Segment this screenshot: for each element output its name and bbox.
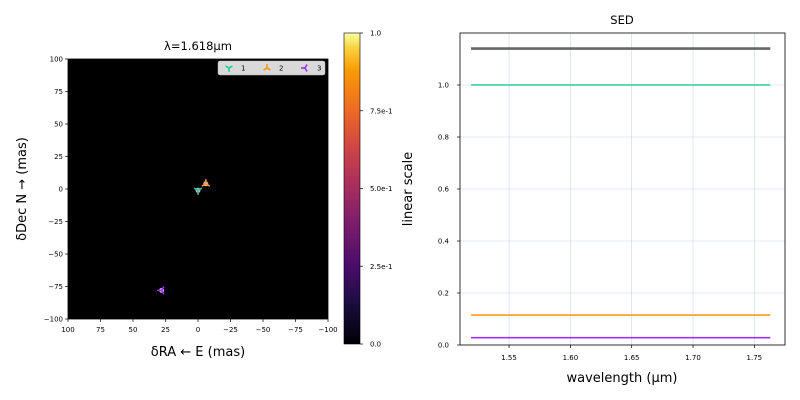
image-x-tick-label: −100 <box>318 326 337 334</box>
sed-y-tick-label: 1.0 <box>438 82 449 90</box>
legend-box <box>217 60 326 76</box>
legend-marker-1-arm <box>228 65 233 69</box>
legend-marker-3 <box>301 64 308 72</box>
image-y-tick-label: 75 <box>54 88 63 96</box>
colorbar-tick-label: 2.5e-1 <box>370 263 392 271</box>
legend-marker-2-arm <box>266 67 271 71</box>
image-x-tick-label: 75 <box>96 326 105 334</box>
image-frame <box>67 58 329 320</box>
sed-y-tick-label: 0.8 <box>438 134 449 142</box>
sed-panel: SED 1.55 1.60 1.65 1.70 1.75 0.0 0.2 0.4 0.6 0.8… <box>438 13 786 386</box>
legend-label-2: 2 <box>279 65 283 73</box>
sed-x-tick-label: 1.70 <box>685 354 701 362</box>
image-legend: 1 2 3 <box>217 60 326 76</box>
image-point-2-arm <box>201 183 207 187</box>
sed-y-tick-label: 0.6 <box>438 186 450 194</box>
image-y-tick-label: 100 <box>50 56 63 64</box>
image-point-1 <box>193 187 203 195</box>
colorbar-tick-label: 7.5e-1 <box>370 107 392 115</box>
image-point-2-arm <box>205 183 211 187</box>
image-y-label: δDec N → (mas) <box>15 137 30 241</box>
image-x-tick-label: −50 <box>256 326 271 334</box>
legend-label-3: 3 <box>317 65 321 73</box>
legend-label-1: 1 <box>241 65 245 73</box>
image-x-tick-label: −25 <box>223 326 238 334</box>
image-y-tick-label: −75 <box>48 283 63 291</box>
image-title: λ=1.618μm <box>164 39 232 53</box>
image-y-tick-label: −100 <box>44 316 63 324</box>
image-point-1-arm <box>197 187 203 191</box>
image-x-tick-label: 100 <box>61 326 74 334</box>
image-point-1-arm <box>193 187 199 191</box>
colorbar-ticks: 1.0 7.5e-1 5.0e-1 2.5e-1 0.0 <box>360 30 392 349</box>
image-y-tick-label: −50 <box>48 251 63 259</box>
colorbar: 1.0 7.5e-1 5.0e-1 2.5e-1 0.0 linear scale <box>343 30 416 349</box>
image-x-tick-label: 50 <box>129 326 138 334</box>
colorbar-label: linear scale <box>401 152 416 226</box>
colorbar-tick-label: 5.0e-1 <box>370 185 392 193</box>
image-points <box>157 179 211 295</box>
image-y-tick-label: −25 <box>48 218 63 226</box>
image-x-tick-label: 0 <box>196 326 200 334</box>
image-point-3-arm <box>160 289 165 295</box>
legend-marker-3-arm <box>304 64 308 69</box>
sed-y-tick-label: 0.0 <box>438 342 449 350</box>
image-x-ticks: 100 75 50 25 0 −25 −50 −75 −100 <box>61 319 338 334</box>
sed-x-tick-label: 1.75 <box>747 354 763 362</box>
image-y-tick-label: 0 <box>59 186 63 194</box>
image-point-3-arm <box>160 286 165 291</box>
image-y-tick-label: 25 <box>54 153 63 161</box>
sed-x-label: wavelength (μm) <box>567 371 678 386</box>
sed-frame <box>459 32 786 346</box>
image-y-tick-label: 50 <box>54 121 63 129</box>
sed-y-tick-label: 0.4 <box>438 238 450 246</box>
sed-lines <box>471 47 771 339</box>
sed-y-ticks: 0.0 0.2 0.4 0.6 0.8 1.0 <box>438 82 460 350</box>
image-x-tick-label: −75 <box>288 326 303 334</box>
image-x-tick-label: 25 <box>161 326 170 334</box>
image-point-3 <box>157 286 165 295</box>
image-point-2 <box>201 179 211 187</box>
legend-marker-2 <box>263 64 271 71</box>
colorbar-tick-label: 0.0 <box>370 341 381 349</box>
image-panel: λ=1.618μm 100 75 50 25 0 −25 −50 −75 −100 100 75 5… <box>15 39 338 360</box>
colorbar-tick-label: 1.0 <box>370 30 381 38</box>
legend-marker-1 <box>225 65 233 72</box>
legend-marker-1-arm <box>225 65 230 69</box>
sed-x-ticks: 1.55 1.60 1.65 1.70 1.75 <box>501 345 762 362</box>
sed-x-tick-label: 1.60 <box>563 354 579 362</box>
colorbar-gradient <box>343 32 361 345</box>
sed-title: SED <box>610 13 634 27</box>
image-x-label: δRA ← E (mas) <box>151 345 245 360</box>
sed-x-tick-label: 1.55 <box>501 354 517 362</box>
image-y-ticks: 100 75 50 25 0 −25 −50 −75 −100 <box>44 56 68 324</box>
sed-x-tick-label: 1.65 <box>624 354 640 362</box>
legend-marker-3-arm <box>304 67 308 72</box>
legend-marker-2-arm <box>263 67 268 71</box>
sed-y-tick-label: 0.2 <box>438 290 449 298</box>
